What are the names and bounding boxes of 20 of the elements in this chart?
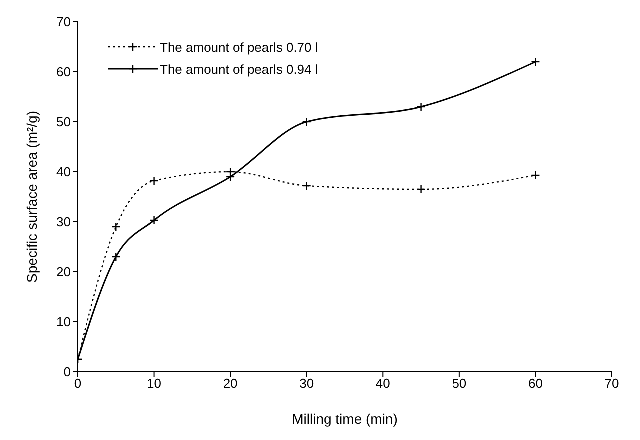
legend-label: The amount of pearls 0.94 l [160,62,318,76]
y-axis-title: Specific surface area (m²/g) [24,111,40,283]
x-tick-label: 70 [604,376,620,392]
x-tick-label: 10 [147,376,162,392]
x-tick-label: 60 [528,376,543,392]
y-tick-label: 40 [56,164,71,180]
y-tick-label: 10 [56,314,71,330]
legend-label: The amount of pearls 0.70 l [160,40,318,54]
x-tick-label: 20 [223,376,238,392]
y-tick-label: 30 [56,214,71,230]
x-tick-label: 0 [74,376,82,392]
x-axis-title: Milling time (min) [292,410,398,427]
x-tick-label: 30 [300,376,314,392]
y-tick-label: 70 [56,14,71,30]
x-tick-label: 50 [452,376,467,392]
y-tick-label: 50 [56,114,71,130]
y-tick-label: 0 [64,364,71,380]
x-tick-label: 40 [376,376,390,392]
y-tick-label: 60 [56,64,71,80]
y-tick-label: 20 [56,264,71,280]
